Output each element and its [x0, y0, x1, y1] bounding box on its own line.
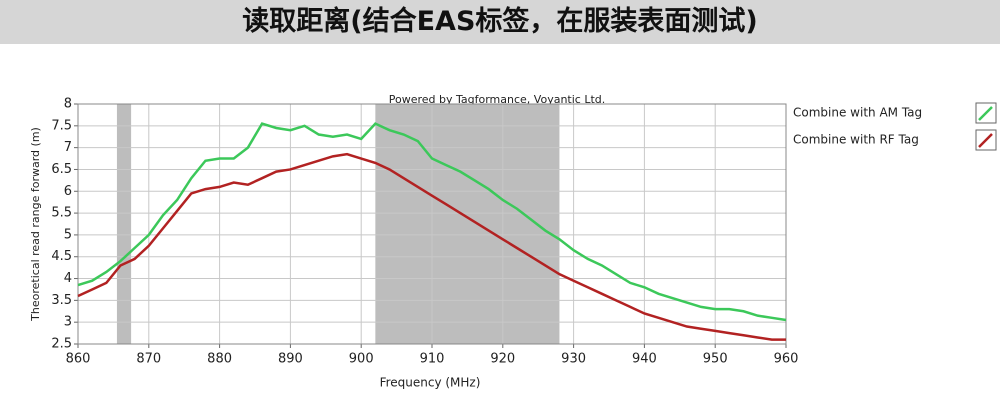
- y-tick-label: 8: [64, 97, 72, 112]
- legend-swatch: [978, 106, 993, 121]
- legend-label: Combine with AM Tag: [793, 106, 922, 120]
- y-tick-label: 2.5: [51, 337, 72, 352]
- series-line: [77, 152, 786, 341]
- legend-swatch: [978, 133, 993, 148]
- y-tick-label: 4.5: [51, 249, 72, 264]
- x-tick-label: 960: [774, 352, 799, 367]
- shaded-range: [375, 104, 560, 344]
- y-tick-label: 5.5: [51, 206, 72, 221]
- y-axis-label: Theoretical read range forward (m): [29, 127, 42, 322]
- x-tick-label: 930: [561, 352, 586, 367]
- y-tick-label: 7: [64, 140, 72, 155]
- x-tick-label: 920: [490, 352, 515, 367]
- annotation: Powered by Tagformance, Voyantic Ltd.: [389, 93, 606, 106]
- x-tick-label: 950: [703, 352, 728, 367]
- x-tick-label: 880: [207, 352, 232, 367]
- y-tick-label: 7.5: [51, 118, 72, 133]
- x-axis-label: Frequency (MHz): [380, 376, 481, 390]
- y-tick-label: 3.5: [51, 293, 72, 308]
- x-tick-label: 860: [66, 352, 91, 367]
- y-tick-label: 6: [64, 184, 72, 199]
- x-tick-label: 900: [349, 352, 374, 367]
- title-banner: 读取距离(结合EAS标签，在服装表面测试): [0, 0, 1000, 44]
- x-tick-label: 910: [420, 352, 445, 367]
- y-tick-label: 4: [64, 271, 72, 286]
- series-line: [77, 122, 787, 322]
- x-tick-label: 940: [632, 352, 657, 367]
- legend-label: Combine with RF Tag: [793, 133, 919, 147]
- x-tick-label: 890: [278, 352, 303, 367]
- y-tick-label: 5: [64, 227, 72, 242]
- plot-border: [77, 103, 787, 345]
- y-tick-label: 3: [64, 315, 72, 330]
- x-tick-label: 870: [136, 352, 161, 367]
- y-tick-label: 6.5: [51, 162, 72, 177]
- shaded-range: [116, 104, 132, 344]
